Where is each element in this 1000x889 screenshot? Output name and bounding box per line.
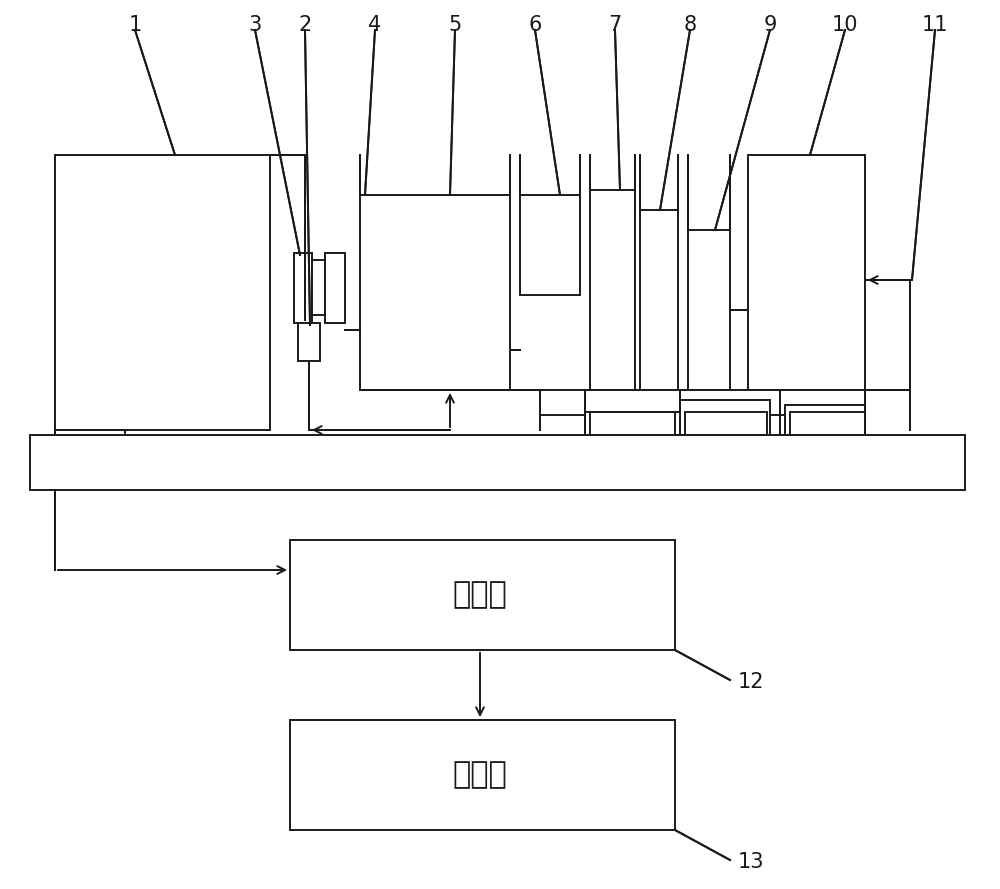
- Text: 11: 11: [922, 15, 948, 35]
- Text: 5: 5: [448, 15, 462, 35]
- Bar: [585, 390, 680, 412]
- Bar: [748, 155, 865, 390]
- Text: 1: 1: [128, 15, 142, 35]
- Bar: [290, 540, 675, 650]
- Bar: [30, 435, 965, 490]
- Bar: [360, 195, 510, 390]
- Text: 12: 12: [738, 672, 765, 692]
- Text: 单片机: 单片机: [453, 581, 507, 610]
- Bar: [55, 430, 125, 485]
- Text: 10: 10: [832, 15, 858, 35]
- Text: 8: 8: [683, 15, 697, 35]
- Bar: [55, 155, 270, 430]
- Bar: [785, 405, 865, 435]
- Bar: [312, 260, 325, 315]
- Text: 13: 13: [738, 852, 765, 872]
- Bar: [590, 190, 635, 390]
- Text: 6: 6: [528, 15, 542, 35]
- Bar: [685, 412, 767, 435]
- Bar: [640, 210, 678, 395]
- Bar: [680, 400, 770, 435]
- Bar: [325, 253, 345, 323]
- Bar: [290, 720, 675, 830]
- Bar: [585, 412, 680, 435]
- Bar: [688, 230, 730, 390]
- Text: 4: 4: [368, 15, 382, 35]
- Bar: [590, 412, 675, 435]
- Bar: [294, 253, 312, 323]
- Bar: [520, 195, 580, 295]
- Bar: [540, 390, 865, 415]
- Text: 9: 9: [763, 15, 777, 35]
- Bar: [298, 323, 320, 361]
- Bar: [790, 412, 865, 435]
- Text: 2: 2: [298, 15, 312, 35]
- Text: 7: 7: [608, 15, 622, 35]
- Text: 计算机: 计算机: [453, 760, 507, 789]
- Text: 3: 3: [248, 15, 262, 35]
